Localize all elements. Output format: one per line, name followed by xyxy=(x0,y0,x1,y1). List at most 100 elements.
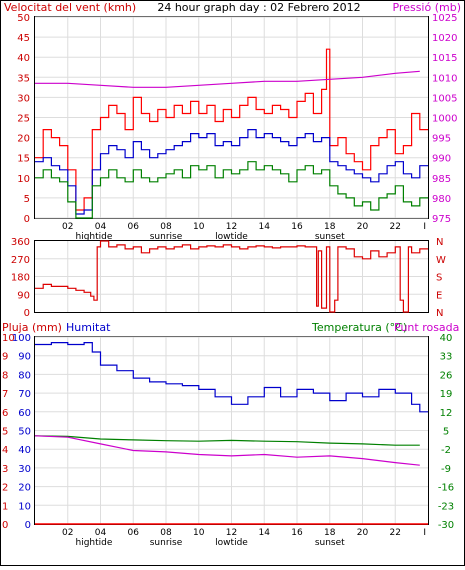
wind-speed-tick: 50 xyxy=(17,13,30,24)
hour-tick-label: 22 xyxy=(390,222,401,232)
humidity-tick: 70 xyxy=(18,389,31,400)
rain-tick: 2 xyxy=(2,483,8,494)
temperature-tick: 5 xyxy=(443,427,449,438)
pressure-tick: 1005 xyxy=(432,93,457,104)
wind-axis-title: Velocitat del vent (kmh) xyxy=(4,1,136,14)
humidity-tick: 10 xyxy=(18,501,31,512)
hour-tick-label: 20 xyxy=(357,222,369,232)
direction-degree-tick: 0 xyxy=(24,308,30,319)
rain-tick: 8 xyxy=(2,370,8,381)
rain-tick: 1 xyxy=(2,501,8,512)
direction-degree-tick: 270 xyxy=(11,255,30,266)
pressure-tick: 1020 xyxy=(432,33,457,44)
humidity-axis-title: Humitat xyxy=(66,321,111,334)
temperature-tick: 19 xyxy=(440,389,453,400)
hour-tick-label: 08 xyxy=(160,528,172,538)
pressure-tick-labels: 975 980 985 990 995 1000 1005 1010 1015 1020 1025 xyxy=(432,13,457,225)
rain-tick: 10 xyxy=(2,333,15,344)
hour-tick-label: I xyxy=(423,222,426,232)
series-line-dewpoint xyxy=(34,435,420,466)
wind-speed-tick: 25 xyxy=(17,114,30,125)
series-line-temperature xyxy=(34,435,420,446)
compass-tick: N xyxy=(436,237,443,248)
series-line-average xyxy=(35,129,428,215)
hour-tick-label: I xyxy=(423,528,426,538)
direction-degree-labels: 0 90 180 270 360 xyxy=(11,237,30,319)
humidity-tick: 40 xyxy=(18,445,31,456)
hour-tick-label: 20 xyxy=(357,528,369,538)
hour-tick-label: 14 xyxy=(259,528,271,538)
temperature-tick: 33 xyxy=(440,352,453,363)
pressure-axis-title: Pressió (mb) xyxy=(392,1,461,14)
event-label-sunrise: sunrise xyxy=(150,232,183,242)
temperature-tick: 26 xyxy=(440,370,453,381)
pressure-tick: 1025 xyxy=(432,13,457,24)
hour-tick-label: 12 xyxy=(226,528,237,538)
series-line-minimum xyxy=(35,161,428,219)
pressure-tick: 980 xyxy=(432,194,451,205)
climate-chart-grid xyxy=(35,336,428,525)
series-line-direction xyxy=(35,240,428,313)
wind-speed-tick: 35 xyxy=(17,73,30,84)
humidity-tick: 50 xyxy=(18,427,31,438)
direction-degree-tick: 180 xyxy=(11,273,30,284)
hour-tick-label: 12 xyxy=(226,222,237,232)
wind-speed-tick: 15 xyxy=(17,154,30,165)
dewpoint-axis-title: Punt rosada xyxy=(394,321,459,334)
hour-tick-label: 06 xyxy=(128,528,140,538)
series-line-humidity xyxy=(35,342,428,413)
direction-chart-series xyxy=(35,240,428,313)
pressure-tick: 990 xyxy=(432,154,451,165)
climate-chart-series xyxy=(34,342,428,525)
wind-speed-tick: 5 xyxy=(24,194,30,205)
wind-speed-tick: 40 xyxy=(17,53,30,64)
hour-tick-label: 02 xyxy=(62,222,73,232)
hour-tick-label: 18 xyxy=(324,222,336,232)
wind-speed-tick: 45 xyxy=(17,33,30,44)
pressure-tick: 1015 xyxy=(432,53,457,64)
event-label-sunrise: sunrise xyxy=(150,538,183,548)
temperature-tick: -2 xyxy=(441,445,451,456)
wind-speed-tick: 10 xyxy=(17,174,30,185)
temperature-tick: -9 xyxy=(441,464,451,475)
event-label-lowtide: lowtide xyxy=(215,538,248,548)
event-label-sunset: sunset xyxy=(315,538,345,548)
event-label-hightide: hightide xyxy=(75,538,112,548)
wind-speed-tick: 20 xyxy=(17,134,30,145)
compass-tick: S xyxy=(436,273,442,284)
pressure-tick: 995 xyxy=(432,134,451,145)
temperature-axis-title: Temperatura (°C) xyxy=(311,321,407,334)
hour-tick-label: 04 xyxy=(95,528,107,538)
humidity-tick-labels: 0 10 20 30 40 50 60 70 80 90 100 xyxy=(12,333,31,531)
temperature-tick: 40 xyxy=(440,333,453,344)
hour-tick-label: 14 xyxy=(259,222,271,232)
compass-tick: N xyxy=(436,308,443,319)
humidity-tick: 60 xyxy=(18,408,31,419)
pressure-tick: 975 xyxy=(432,214,451,225)
hour-tick-label: 06 xyxy=(128,222,140,232)
wind-speed-tick: 0 xyxy=(24,214,30,225)
hour-tick-label: 22 xyxy=(390,528,401,538)
compass-tick: W xyxy=(436,255,446,266)
direction-degree-tick: 360 xyxy=(11,237,30,248)
rain-tick: 9 xyxy=(2,352,8,363)
pressure-tick: 1000 xyxy=(432,114,457,125)
hour-tick-label: 16 xyxy=(291,222,303,232)
pressure-tick: 985 xyxy=(432,174,451,185)
humidity-tick: 0 xyxy=(25,520,31,531)
direction-degree-tick: 90 xyxy=(17,290,30,301)
hour-tick-label: 10 xyxy=(193,222,205,232)
hour-tick-label: 18 xyxy=(324,528,336,538)
pressure-tick: 1010 xyxy=(432,73,457,84)
rain-axis-title: Pluja (mm) xyxy=(2,321,62,334)
temperature-tick: 12 xyxy=(440,408,453,419)
humidity-tick: 80 xyxy=(18,370,31,381)
rain-tick: 3 xyxy=(2,464,8,475)
event-label-lowtide: lowtide xyxy=(215,232,248,242)
series-line-gust xyxy=(35,48,428,211)
rain-tick: 7 xyxy=(2,389,8,400)
rain-tick-labels: 0 1 2 3 4 5 6 7 8 9 10 xyxy=(2,333,15,531)
